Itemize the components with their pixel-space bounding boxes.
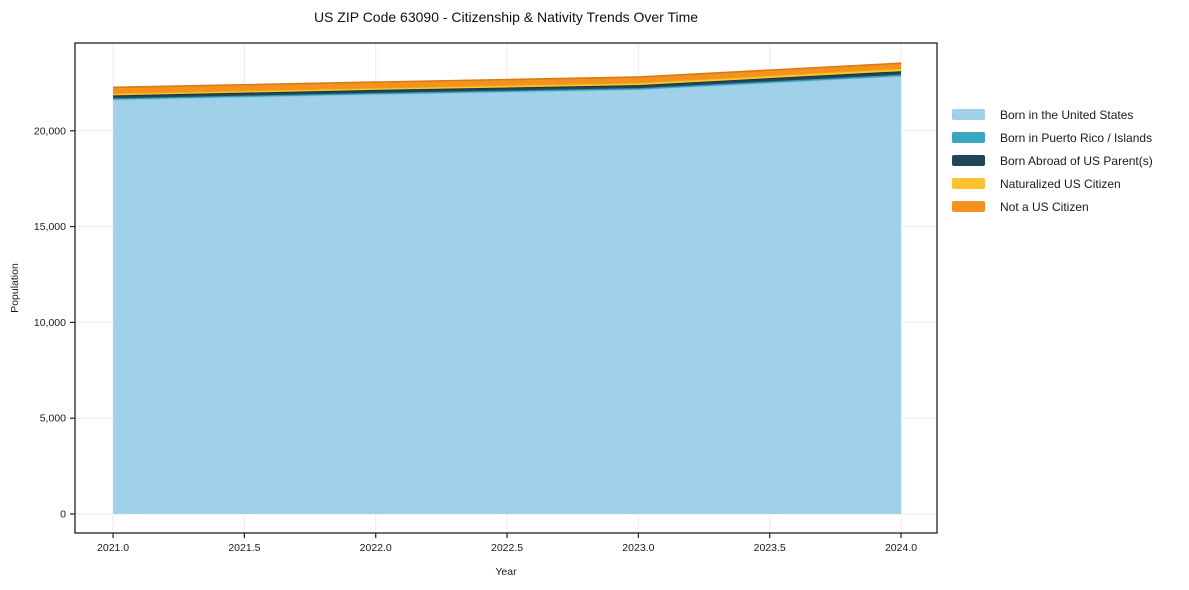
y-tick-label: 0 [60,509,66,521]
x-tick-label: 2024.0 [885,542,917,554]
legend: Born in the United States Born in Puerto … [952,103,1153,218]
chart-title: US ZIP Code 63090 - Citizenship & Nativi… [313,9,699,25]
series-born-in-the-united-states [113,75,902,514]
legend-swatch-icon [952,201,985,212]
legend-label: Born Abroad of US Parent(s) [1000,153,1153,168]
legend-item-not-a-us-citizen[interactable]: Not a US Citizen [952,195,1153,218]
legend-item-naturalized-us-citizen[interactable]: Naturalized US Citizen [952,172,1153,195]
y-tick-label: 10,000 [34,317,66,329]
legend-item-born-abroad-of-us-parent-s[interactable]: Born Abroad of US Parent(s) [952,149,1153,172]
legend-label: Not a US Citizen [1000,199,1089,214]
legend-swatch-icon [952,132,985,143]
axis-ticks [70,130,902,538]
x-tick-label: 2021.5 [228,542,260,554]
y-tick-label: 5,000 [40,413,66,425]
y-tick-label: 15,000 [34,221,66,233]
legend-item-born-in-the-united-states[interactable]: Born in the United States [952,103,1153,126]
legend-swatch-icon [952,155,985,166]
legend-swatch-icon [952,109,985,120]
legend-item-born-in-puerto-rico-islands[interactable]: Born in Puerto Rico / Islands [952,126,1153,149]
series-not-a-us-citizen [113,62,902,94]
legend-swatch-icon [952,178,985,189]
x-tick-label: 2022.0 [360,542,392,554]
y-tick-label: 20,000 [34,125,66,137]
x-tick-label: 2023.0 [622,542,654,554]
x-tick-label: 2021.0 [97,542,129,554]
legend-label: Born in Puerto Rico / Islands [1000,130,1153,145]
x-axis-title: Year [495,566,517,578]
legend-label: Naturalized US Citizen [1000,176,1121,191]
legend-label: Born in the United States [1000,107,1134,122]
tick-labels: 2021.0 2021.5 2022.0 2022.5 2023.0 2023.5 2024… [34,125,917,554]
plot-frame [74,42,938,534]
x-tick-label: 2023.5 [754,542,786,554]
x-tick-label: 2022.5 [491,542,523,554]
